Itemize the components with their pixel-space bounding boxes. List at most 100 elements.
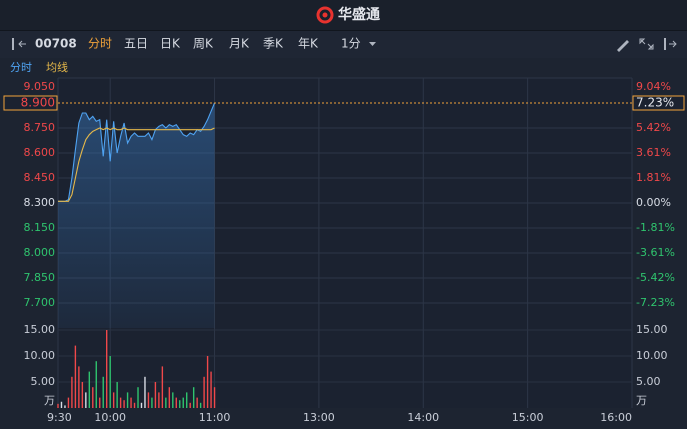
volume-bar	[213, 387, 216, 408]
volume-bar	[192, 387, 195, 408]
volume-bar	[158, 392, 160, 408]
volume-tick-label: 5.00	[636, 375, 661, 388]
logo: 华盛通	[316, 6, 380, 24]
volume-bar	[172, 392, 174, 408]
chart: 9.050 8.750 8.600 8.450 8.300 8.150 8.000 7.850…	[3, 77, 685, 424]
volume-bar	[67, 397, 70, 408]
volume-bar	[71, 376, 73, 408]
sidebar-toggle[interactable]	[12, 38, 26, 50]
volume-bar	[196, 397, 198, 408]
y-tick-label: 8.000	[24, 246, 56, 259]
period-select[interactable]: 1分	[341, 37, 361, 51]
fullscreen-tool[interactable]	[664, 38, 677, 50]
y-tick-label: 7.700	[24, 296, 56, 309]
y2-tick-label: -1.81%	[636, 221, 675, 234]
x-tick-label: 11:00	[199, 411, 231, 424]
volume-bar	[140, 402, 143, 408]
logo-icon	[316, 6, 334, 24]
volume-bar	[206, 356, 209, 408]
volume-bar	[64, 405, 66, 408]
y-tick-label: 8.600	[24, 146, 56, 159]
volume-bar	[154, 382, 157, 408]
y-tick-label: 8.750	[24, 121, 56, 134]
last-price-box	[3, 95, 58, 111]
y-tick-label: 7.850	[24, 271, 56, 284]
app-title: 华盛通	[338, 6, 380, 23]
dropdown-arrow[interactable]	[369, 42, 376, 46]
volume-bar	[151, 397, 153, 408]
volume-unit: 万	[636, 394, 647, 407]
tab[interactable]: 五日	[124, 37, 148, 51]
volume-bar	[126, 392, 129, 408]
volume-bar	[99, 397, 101, 408]
volume-bar	[147, 392, 150, 408]
volume-bar	[112, 392, 115, 408]
volume-bar	[74, 345, 77, 408]
y2-tick-label: -3.61%	[636, 246, 675, 259]
y2-tick-label: 0.00%	[636, 196, 671, 209]
volume-unit: 万	[44, 394, 55, 407]
series-line	[58, 127, 215, 202]
tab[interactable]: 年K	[298, 37, 319, 51]
volume-bar	[203, 376, 205, 408]
price-area	[58, 103, 215, 328]
volume-bar	[57, 403, 59, 408]
y-tick-label: 8.450	[24, 171, 56, 184]
volume-bar	[78, 366, 80, 408]
legend: 分时 均线	[10, 60, 68, 74]
volume-tick-label: 10.00	[636, 349, 668, 362]
volume-bar	[130, 397, 132, 408]
volume-bar	[85, 392, 87, 408]
legend-item: 均线	[46, 60, 68, 74]
volume-bar	[137, 387, 139, 408]
volume-bar	[123, 400, 125, 408]
tabs: 分时 五日 日K 周K 月K 季K 年K	[88, 37, 319, 51]
volume-bar	[186, 392, 188, 408]
volume-bar	[109, 356, 111, 408]
volume-bar	[102, 376, 104, 408]
tab[interactable]: 分时	[88, 37, 112, 51]
x-tick-label: 9:30	[47, 411, 72, 424]
volume-tick-label: 5.00	[31, 375, 56, 388]
y2-tick-label: -5.42%	[636, 271, 675, 284]
stock-code: 00708	[35, 37, 77, 51]
header-bar	[0, 0, 687, 30]
toolbar	[0, 31, 687, 58]
volume-bar	[119, 397, 122, 408]
volume-tick-label: 10.00	[24, 349, 56, 362]
y2-tick-label: -7.23%	[636, 296, 675, 309]
y2-tick-label: 5.42%	[636, 121, 671, 134]
volume-bar	[168, 387, 171, 408]
volume-bar	[199, 402, 202, 408]
volume-bar	[95, 361, 97, 408]
tab[interactable]: 日K	[160, 37, 181, 51]
volume-bar	[210, 371, 212, 408]
series-line	[58, 102, 216, 202]
y-tick-label: 8.300	[24, 196, 56, 209]
expand-tool[interactable]	[639, 38, 654, 50]
volume-bar	[116, 382, 118, 408]
x-tick-label: 13:00	[303, 411, 335, 424]
tab[interactable]: 月K	[229, 37, 250, 51]
volume-bar	[88, 371, 91, 408]
volume-bar	[179, 400, 181, 408]
volume-bar	[81, 382, 84, 408]
volume-bar	[106, 330, 108, 408]
x-tick-label: 10:00	[94, 411, 126, 424]
x-tick-label: 14:00	[407, 411, 439, 424]
y2-tick-label: 3.61%	[636, 146, 671, 159]
y2-tick-label: 9.04%	[636, 80, 671, 93]
volume-bar	[60, 401, 63, 408]
last-change-box	[632, 95, 685, 111]
draw-tool[interactable]	[617, 40, 629, 52]
volume-bar	[175, 397, 177, 408]
volume-bar	[165, 397, 167, 408]
volume-bar	[182, 397, 184, 408]
last-price-label: 8.900	[21, 96, 55, 110]
tab[interactable]: 季K	[263, 37, 284, 51]
tab[interactable]: 周K	[193, 37, 214, 51]
x-tick-label: 16:00	[600, 411, 632, 424]
y2-tick-label: 1.81%	[636, 171, 671, 184]
